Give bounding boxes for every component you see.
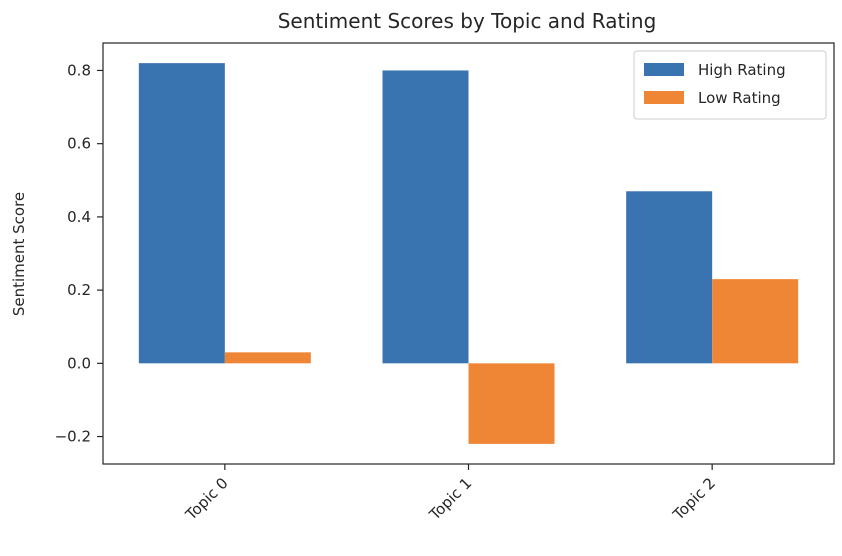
y-axis-label: Sentiment Score	[10, 192, 28, 316]
legend-swatch	[644, 91, 684, 104]
y-tick-label: 0.2	[67, 281, 91, 299]
x-axis-ticks: Topic 0 Topic 1 Topic 2	[181, 464, 719, 524]
legend: High Rating Low Rating	[633, 50, 827, 120]
plot-area-frame	[102, 42, 835, 465]
bar-low-rating	[468, 363, 555, 444]
y-tick-label: 0.8	[67, 61, 91, 79]
legend-label: High Rating	[698, 61, 786, 79]
y-axis-ticks: −0.2 0.0 0.2 0.4 0.6 0.8	[55, 61, 103, 446]
legend-label: Low Rating	[698, 89, 781, 107]
x-tick-label: Topic 2	[669, 474, 719, 524]
bar-high-rating	[626, 191, 713, 364]
y-tick-label: −0.2	[55, 428, 91, 446]
chart-title: Sentiment Scores by Topic and Rating	[278, 9, 657, 33]
y-tick-label: 0.4	[67, 208, 91, 226]
bar-low-rating	[712, 279, 799, 364]
y-tick-label: 0.0	[67, 354, 91, 372]
bar-low-rating	[224, 352, 311, 364]
bar-high-rating	[138, 63, 225, 364]
x-tick-label: Topic 0	[181, 474, 231, 524]
y-tick-label: 0.6	[67, 135, 91, 153]
legend-swatch	[644, 63, 684, 76]
bar-series-group	[138, 63, 799, 444]
bar-high-rating	[382, 70, 469, 364]
x-tick-label: Topic 1	[425, 474, 475, 524]
